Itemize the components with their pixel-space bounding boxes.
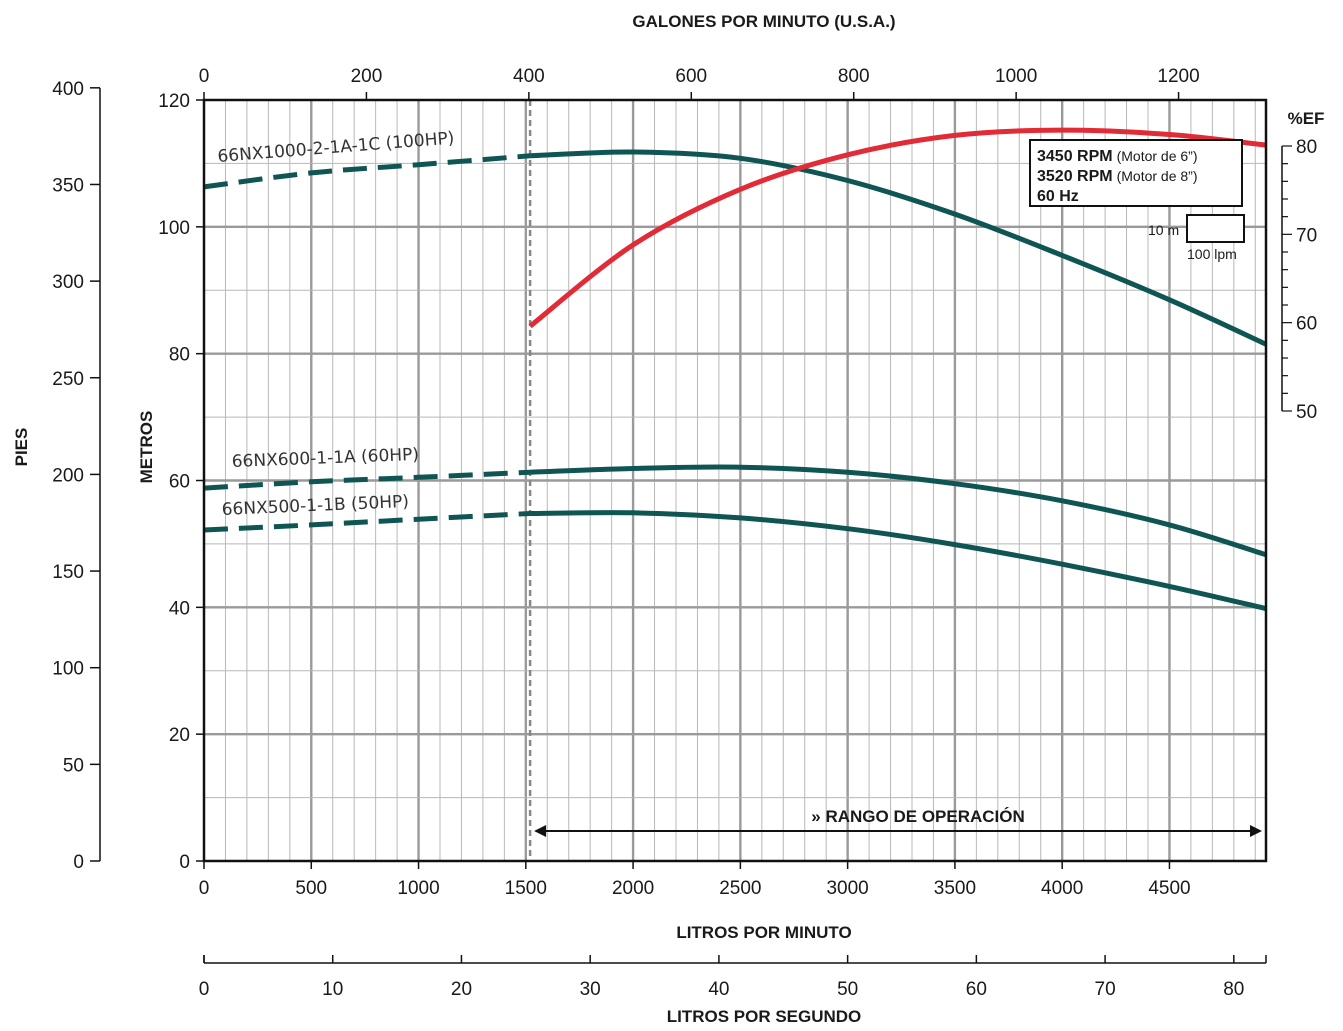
x-axis-title: LITROS POR MINUTO [676, 923, 851, 942]
series-0-dashed-curve [203, 153, 531, 190]
y-eff-tick-label: 60 [1296, 314, 1317, 335]
x-tick-label: 500 [295, 878, 327, 899]
series-layer: 66NX1000-2-1A-1C (100HP)66NX600-1-1A (60… [203, 127, 1268, 837]
y-eff-tick-label: 70 [1296, 225, 1317, 246]
y-axis-title: METROS [137, 411, 156, 484]
series-2-label: 66NX500-1-1B (50HP) [221, 492, 409, 520]
x-bottom-tick-label: 60 [966, 979, 987, 1000]
y-tick-label: 0 [179, 852, 190, 873]
efficiency-curve [528, 127, 1267, 329]
x-top-axis-title: GALONES POR MINUTO (U.S.A.) [632, 12, 895, 31]
operating-range-label: » RANGO DE OPERACIÓN [811, 807, 1024, 826]
x-tick-label: 3500 [934, 878, 976, 899]
x-tick-label: 4000 [1041, 878, 1083, 899]
x-top-tick-label: 800 [838, 66, 870, 87]
x-bottom-tick-label: 20 [451, 979, 472, 1000]
rpm-6in-value: 3450 RPM [1037, 148, 1113, 165]
scale-width-label: 100 lpm [1187, 246, 1237, 262]
series-1-label: 66NX600-1-1A (60HP) [231, 445, 419, 472]
x-tick-label: 1000 [397, 878, 439, 899]
operating-range-arrowhead-left [534, 825, 547, 837]
y-tick-label: 80 [169, 345, 190, 366]
series-0-curve [530, 149, 1268, 347]
y-feet-tick-label: 300 [52, 272, 84, 293]
y-eff-axis-title: %EF [1288, 109, 1325, 128]
x-bottom-tick-label: 80 [1223, 979, 1244, 1000]
x-tick-label: 2000 [612, 878, 654, 899]
x-tick-label: 1500 [505, 878, 547, 899]
y-feet-tick-label: 250 [52, 369, 84, 390]
y-feet-tick-label: 350 [52, 175, 84, 196]
svg-text:3520 RPM(Motor de 8”): 3520 RPM (Motor de 8”) [1037, 168, 1198, 185]
scale-height-label: 10 m [1148, 222, 1179, 238]
x-top-tick-label: 200 [351, 66, 383, 87]
x-bottom-tick-label: 40 [708, 979, 729, 1000]
operating-range-arrowhead-right [1250, 825, 1262, 837]
x-top-tick-label: 1200 [1157, 66, 1199, 87]
y-feet-tick-label: 50 [63, 755, 84, 776]
y-tick-label: 40 [169, 598, 190, 619]
y-eff-tick-label: 50 [1296, 402, 1317, 423]
x-bottom-tick-label: 50 [837, 979, 858, 1000]
scale-box [1186, 214, 1245, 243]
y-feet-tick-label: 100 [52, 659, 84, 680]
y-feet-tick-label: 150 [52, 562, 84, 583]
y-tick-label: 60 [169, 472, 190, 493]
y-tick-label: 100 [158, 218, 190, 239]
x-bottom-tick-label: 10 [322, 979, 343, 1000]
rpm-8in-note: (Motor de 8”) [1117, 168, 1198, 184]
y-feet-tick-label: 400 [52, 79, 84, 100]
y-tick-label: 20 [169, 725, 190, 746]
info-box: 3450 RPM (Motor de 6”) 3520 RPM (Motor de … [1029, 139, 1245, 262]
series-1-curve [529, 464, 1267, 558]
x-bottom-axis-title: LITROS POR SEGUNDO [667, 1007, 862, 1026]
x-bottom-tick-label: 0 [199, 979, 210, 1000]
y-tick-label: 120 [158, 91, 190, 112]
x-bottom-tick-label: 30 [580, 979, 601, 1000]
x-tick-label: 4500 [1148, 878, 1190, 899]
x-top-tick-label: 1000 [995, 66, 1037, 87]
y-feet-axis-title: PIES [12, 428, 31, 467]
y-feet-tick-label: 0 [73, 852, 84, 873]
grid [204, 100, 1266, 861]
x-tick-label: 2500 [719, 878, 761, 899]
series-2-dashed-curve [203, 511, 531, 533]
x-top-tick-label: 400 [513, 66, 545, 87]
x-tick-label: 3000 [826, 878, 868, 899]
rpm-6in-note: (Motor de 6”) [1117, 148, 1198, 164]
y-eff-tick-label: 80 [1296, 137, 1317, 158]
series-1-dashed-curve [203, 469, 531, 491]
x-tick-label: 0 [199, 878, 210, 899]
x-bottom-tick-label: 70 [1095, 979, 1116, 1000]
frequency-label: 60 Hz [1037, 188, 1079, 205]
y-feet-tick-label: 200 [52, 465, 84, 486]
x-top-tick-label: 0 [199, 66, 210, 87]
svg-text:3450 RPM(Motor de 6”): 3450 RPM (Motor de 6”) [1037, 148, 1198, 165]
x-top-tick-label: 600 [675, 66, 707, 87]
rpm-8in-value: 3520 RPM [1037, 168, 1113, 185]
series-2-curve [530, 510, 1267, 612]
